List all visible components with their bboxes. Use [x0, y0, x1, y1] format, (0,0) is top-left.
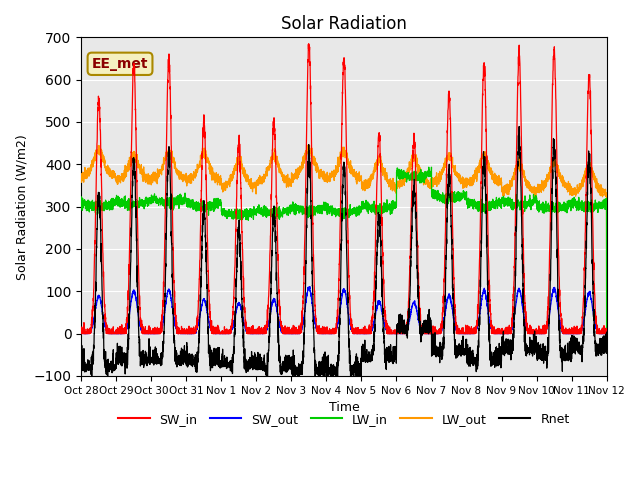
Text: EE_met: EE_met [92, 57, 148, 71]
Legend: SW_in, SW_out, LW_in, LW_out, Rnet: SW_in, SW_out, LW_in, LW_out, Rnet [113, 408, 575, 431]
Y-axis label: Solar Radiation (W/m2): Solar Radiation (W/m2) [15, 134, 28, 279]
Title: Solar Radiation: Solar Radiation [281, 15, 407, 33]
X-axis label: Time: Time [328, 401, 359, 414]
